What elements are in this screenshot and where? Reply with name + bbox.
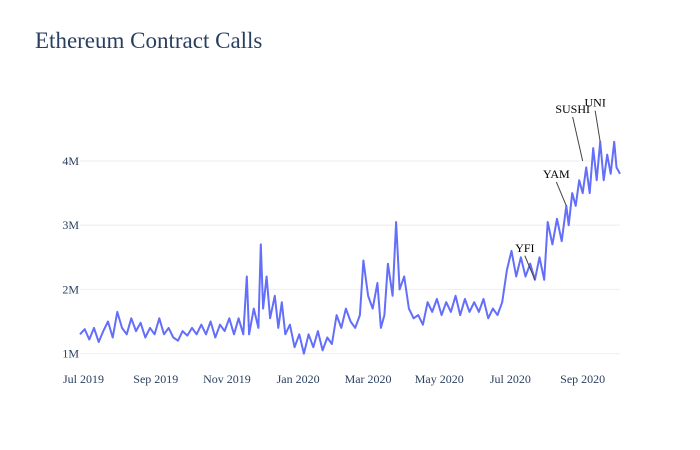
x-tick-label: May 2020: [415, 372, 464, 386]
x-tick-label: Jan 2020: [277, 372, 320, 386]
annotation-label: YFI: [515, 241, 534, 255]
annotation-arrow: [573, 117, 583, 161]
y-tick-label: 3M: [62, 218, 79, 232]
x-tick-label: Jul 2020: [490, 372, 531, 386]
x-tick-label: Sep 2019: [133, 372, 178, 386]
x-tick-label: Sep 2020: [560, 372, 605, 386]
annotation-label: UNI: [585, 96, 606, 110]
series-layer: [80, 142, 620, 354]
annotation-label: YAM: [543, 167, 570, 181]
x-tick-label: Jul 2019: [63, 372, 104, 386]
series-line: [80, 142, 620, 354]
annotation-arrow: [556, 182, 566, 206]
y-tick-label: 2M: [62, 282, 79, 296]
x-axis-ticks: Jul 2019 Sep 2019 Nov 2019 Jan 2020 Mar 2020…: [63, 372, 605, 386]
x-tick-label: Mar 2020: [345, 372, 392, 386]
y-tick-label: 4M: [62, 154, 79, 168]
x-tick-label: Nov 2019: [203, 372, 251, 386]
annotation-arrow: [595, 111, 600, 142]
y-axis-ticks: 1M 2M 3M 4M: [62, 154, 79, 361]
y-tick-label: 1M: [62, 347, 79, 361]
